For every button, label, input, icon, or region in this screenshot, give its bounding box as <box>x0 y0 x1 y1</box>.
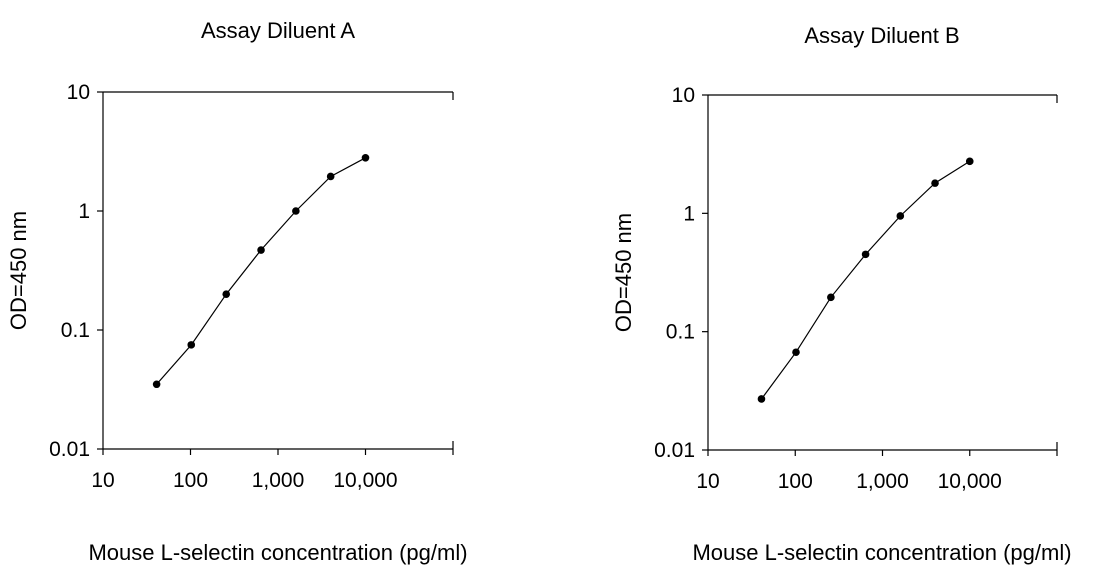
x-tick-label: 10,000 <box>333 469 397 492</box>
data-point <box>965 157 974 166</box>
data-point <box>152 380 161 389</box>
y-tick-label: 0.01 <box>49 438 90 461</box>
y-tick-label: 0.01 <box>654 439 695 462</box>
data-point <box>292 207 300 215</box>
y-tick-label: 0.1 <box>666 321 695 344</box>
x-axis-label: Mouse L-selectin concentration (pg/ml) <box>692 540 1071 565</box>
y-axis-label: OD=450 nm <box>611 213 636 332</box>
series-line <box>761 160 971 400</box>
data-point <box>187 341 196 349</box>
series-line <box>156 157 366 385</box>
x-tick-label: 100 <box>778 470 813 493</box>
data-point <box>861 250 870 259</box>
y-axis-label: OD=450 nm <box>6 211 31 330</box>
y-tick-label: 10 <box>67 81 90 104</box>
x-tick-label: 1,000 <box>252 469 305 492</box>
chart-panel-2: Assay Diluent B 0.01 0.1 1 10 10 100 1,000 10,00… <box>611 23 1072 565</box>
y-tick-label: 0.1 <box>61 319 90 342</box>
data-point <box>896 212 905 220</box>
x-tick-label: 10 <box>696 470 719 493</box>
chart-title: Assay Diluent A <box>201 18 355 43</box>
data-point <box>757 395 766 403</box>
x-tick-label: 10 <box>91 469 114 492</box>
data-point <box>931 179 939 187</box>
data-point <box>326 172 335 181</box>
x-tick-label: 100 <box>173 469 208 492</box>
chart-title: Assay Diluent B <box>804 23 959 48</box>
data-point <box>792 348 800 357</box>
y-tick-label: 10 <box>672 84 695 107</box>
data-point <box>222 290 231 298</box>
x-axis-label: Mouse L-selectin concentration (pg/ml) <box>88 540 467 565</box>
y-tick-label: 1 <box>78 200 90 223</box>
x-tick-label: 1,000 <box>856 470 909 493</box>
data-point <box>361 153 370 162</box>
x-tick-label: 10,000 <box>938 470 1002 493</box>
y-tick-label: 1 <box>683 202 695 225</box>
data-point <box>257 246 265 254</box>
chart-panel-1: Assay Diluent A 0.01 0.1 1 10 10 100 1,000 10,00… <box>6 18 468 565</box>
data-point <box>827 293 835 302</box>
